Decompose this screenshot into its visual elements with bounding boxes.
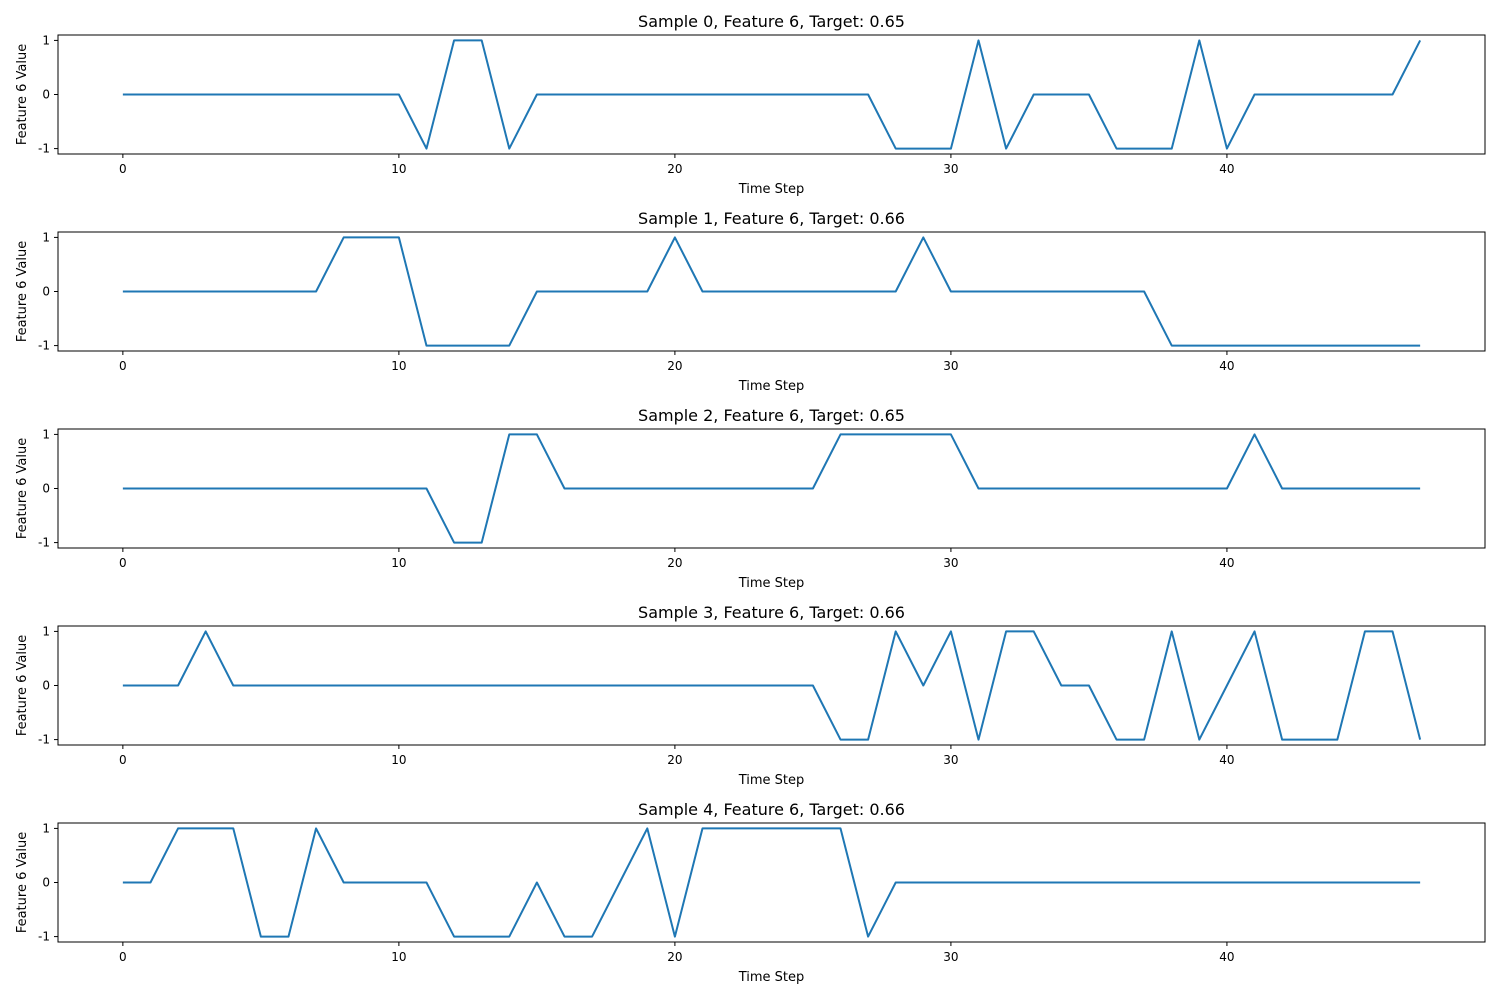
subplot-4: Sample 4, Feature 6, Target: 0.660 10 20 30…	[15, 800, 1486, 985]
x-axis-label: Time Step	[738, 576, 805, 591]
x-tick-label: 30	[943, 556, 958, 570]
x-tick-label: 20	[667, 753, 682, 767]
series-line	[122, 236, 1421, 347]
x-tick-label: 20	[667, 556, 682, 570]
subplot-3: Sample 3, Feature 6, Target: 0.660 10 20 30…	[15, 603, 1486, 788]
x-axis-label: Time Step	[738, 773, 805, 788]
x-axis-label: Time Step	[738, 182, 805, 197]
x-tick-label: 40	[1219, 950, 1234, 964]
y-tick-label: 0	[42, 876, 50, 890]
x-tick-label: 20	[667, 359, 682, 373]
x-tick-label: 40	[1219, 359, 1234, 373]
series-line	[122, 630, 1422, 741]
x-tick-label: 10	[391, 950, 406, 964]
x-tick-label: 0	[119, 359, 127, 373]
x-tick-label: 20	[667, 950, 682, 964]
y-tick-label: 1	[42, 821, 50, 835]
y-tick-label: -1	[38, 733, 50, 747]
x-tick-label: 0	[119, 556, 127, 570]
x-tick-label: 20	[667, 162, 682, 176]
x-tick-label: 0	[119, 753, 127, 767]
y-tick-label: -1	[38, 930, 50, 944]
y-tick-label: -1	[38, 142, 50, 156]
y-tick-label: -1	[38, 536, 50, 550]
x-tick-label: 40	[1219, 753, 1234, 767]
y-axis-label: Feature 6 Value	[15, 241, 30, 342]
subplot-title: Sample 4, Feature 6, Target: 0.66	[638, 800, 905, 819]
subplot-title: Sample 0, Feature 6, Target: 0.65	[638, 12, 905, 31]
y-tick-label: 1	[42, 624, 50, 638]
y-tick-label: 1	[42, 33, 50, 47]
x-tick-label: 10	[391, 753, 406, 767]
y-tick-label: 0	[42, 88, 50, 102]
subplot-title: Sample 2, Feature 6, Target: 0.65	[638, 406, 905, 425]
series-line	[122, 827, 1421, 938]
x-tick-label: 10	[391, 162, 406, 176]
x-axis-label: Time Step	[738, 970, 805, 985]
x-tick-label: 10	[391, 359, 406, 373]
subplot-1: Sample 1, Feature 6, Target: 0.660 10 20 30…	[15, 209, 1486, 394]
x-tick-label: 10	[391, 556, 406, 570]
y-tick-label: 0	[42, 285, 50, 299]
x-tick-label: 40	[1219, 162, 1234, 176]
series-line	[122, 433, 1421, 544]
x-tick-label: 30	[943, 359, 958, 373]
y-tick-label: 0	[42, 679, 50, 693]
subplot-2: Sample 2, Feature 6, Target: 0.650 10 20 30…	[15, 406, 1486, 591]
y-tick-label: 0	[42, 482, 50, 496]
x-tick-label: 0	[119, 950, 127, 964]
x-tick-label: 30	[943, 950, 958, 964]
subplot-title: Sample 3, Feature 6, Target: 0.66	[638, 603, 905, 622]
x-tick-label: 40	[1219, 556, 1234, 570]
x-tick-label: 30	[943, 753, 958, 767]
y-tick-label: 1	[42, 230, 50, 244]
x-axis-label: Time Step	[738, 379, 805, 394]
y-axis-label: Feature 6 Value	[15, 832, 30, 933]
subplot-0: Sample 0, Feature 6, Target: 0.650 10 20 30…	[15, 12, 1486, 197]
y-tick-label: 1	[42, 427, 50, 441]
y-axis-label: Feature 6 Value	[15, 44, 30, 145]
y-tick-label: -1	[38, 339, 50, 353]
x-tick-label: 0	[119, 162, 127, 176]
x-tick-label: 30	[943, 162, 958, 176]
subplot-title: Sample 1, Feature 6, Target: 0.66	[638, 209, 905, 228]
series-line	[122, 39, 1422, 150]
y-axis-label: Feature 6 Value	[15, 438, 30, 539]
y-axis-label: Feature 6 Value	[15, 635, 30, 736]
